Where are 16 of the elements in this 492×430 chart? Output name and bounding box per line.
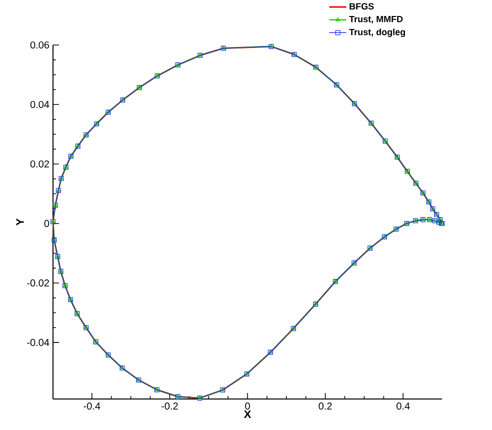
- y-axis-title: Y: [16, 218, 24, 226]
- x-tick-label: 0: [245, 402, 250, 410]
- y-tick-label: 0.02: [30, 160, 49, 168]
- legend-label: Trust, MMFD: [349, 16, 403, 24]
- y-tick-label: -0.02: [27, 279, 49, 287]
- x-tick-label: -0.4: [84, 402, 100, 410]
- x-tick-label: 0.2: [318, 402, 332, 410]
- x-tick-label: -0.2: [162, 402, 178, 410]
- x-tick-label: 0.4: [396, 402, 410, 410]
- y-tick-label: 0.06: [30, 41, 50, 49]
- y-tick-label: -0.04: [27, 338, 50, 346]
- y-tick-label: 0: [44, 220, 50, 228]
- x-axis-title: X: [244, 410, 252, 418]
- legend-label: BFGS: [350, 3, 374, 10]
- legend-label: Trust, dogleg: [349, 28, 405, 38]
- y-tick-label: 0.04: [30, 100, 50, 108]
